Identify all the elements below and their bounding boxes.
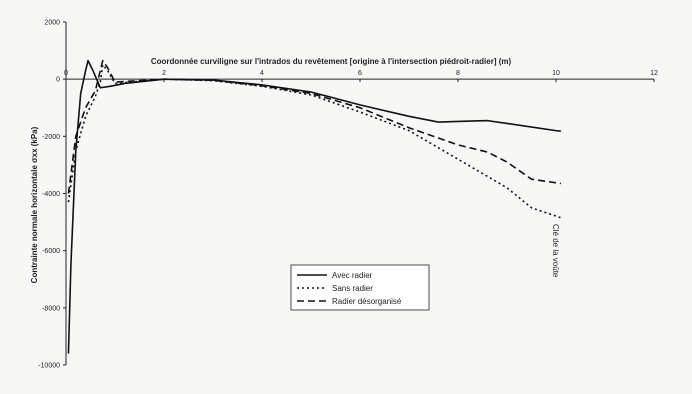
- legend-label-avec-radier: Avec radier: [332, 271, 373, 280]
- y-tick-label: 2000: [44, 20, 60, 27]
- y-tick-label: 0: [56, 77, 60, 84]
- series-layer: [67, 59, 562, 354]
- x-tick-label: 8: [456, 70, 460, 77]
- y-tick-label: -10000: [38, 363, 60, 370]
- legend: Avec radier Sans radier Radier désorgani…: [290, 264, 430, 311]
- y-tick-label: -8000: [42, 305, 60, 312]
- y-tick-label: -4000: [42, 191, 60, 198]
- x-tick-label: 0: [64, 70, 68, 77]
- y-tick-label: -6000: [42, 248, 60, 255]
- y-tick-label: -2000: [42, 134, 60, 141]
- x-tick-label: 10: [552, 70, 560, 77]
- y-axis-title: Contrainte normale horizontale σxx (kPa): [30, 126, 39, 283]
- x-tick-label: 4: [260, 70, 264, 77]
- legend-label-radier-desorganise: Radier désorganisé: [332, 297, 402, 306]
- x-tick-label: 12: [650, 70, 658, 77]
- annotation-cle-voute: Clé de la voûte: [551, 224, 560, 278]
- x-axis-title: Coordonnée curviligne sur l'intrados du …: [151, 57, 512, 66]
- labels-layer: Coordonnée curviligne sur l'intrados du …: [30, 57, 560, 283]
- series-line-1: [67, 64, 562, 219]
- legend-label-sans-radier: Sans radier: [332, 284, 373, 293]
- x-tick-label: 6: [358, 70, 362, 77]
- x-tick-label: 2: [162, 70, 166, 77]
